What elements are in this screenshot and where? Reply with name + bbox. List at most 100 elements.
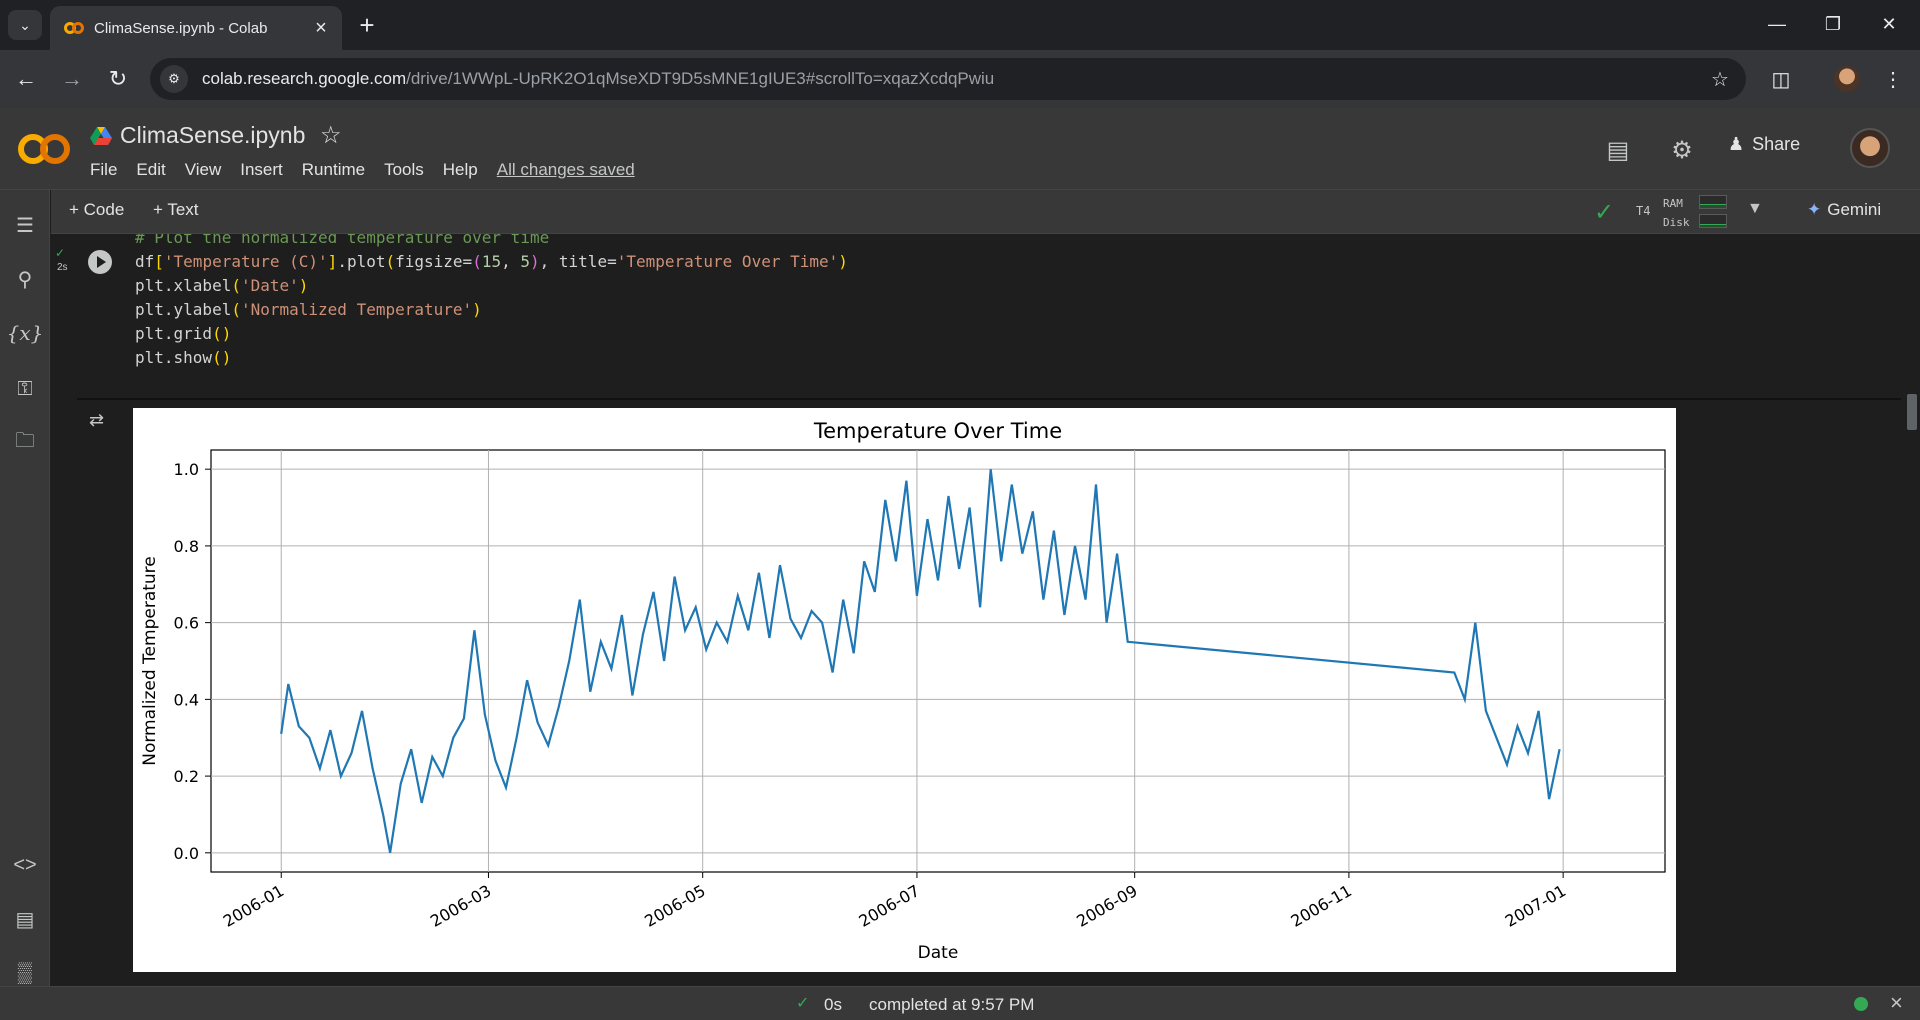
new-tab-plus-icon[interactable]: + xyxy=(359,9,375,40)
reload-icon[interactable]: ↻ xyxy=(108,66,128,91)
browser-toolbar: ← → ↻ ⚙ colab.research.google.com/drive/… xyxy=(0,50,1920,108)
status-bar: ✓ 0s completed at 9:57 PM × xyxy=(0,986,1920,1020)
runtime-status-dot[interactable] xyxy=(1854,997,1868,1011)
share-people-icon: ♟ xyxy=(1728,134,1745,154)
scrollbar-thumb[interactable] xyxy=(1907,394,1917,430)
y-tick-label: 0.4 xyxy=(174,690,199,709)
window-restore-icon[interactable]: ❐ xyxy=(1824,13,1842,34)
chart-axes-frame xyxy=(210,449,1666,873)
chart-title: Temperature Over Time xyxy=(813,419,1062,443)
x-tick-label: 2006-09 xyxy=(1073,881,1140,931)
extensions-puzzle-icon[interactable]: ◫ xyxy=(1771,68,1791,91)
files-folder-icon[interactable]: 🗀 xyxy=(15,430,35,452)
disk-label: Disk xyxy=(1663,216,1690,229)
x-tick-label: 2006-03 xyxy=(427,881,494,931)
chart-grid xyxy=(211,450,1665,872)
add-code-button[interactable]: + Code xyxy=(69,200,125,219)
variables-icon[interactable]: {x} xyxy=(6,321,44,345)
search-icon[interactable]: ⚲ xyxy=(17,268,33,291)
menu-edit[interactable]: Edit xyxy=(136,160,166,179)
menu-tools[interactable]: Tools xyxy=(384,160,424,179)
terminal-icon[interactable]: ▒ xyxy=(17,961,33,984)
forward-arrow-icon[interactable]: → xyxy=(61,66,83,91)
notebook-scrollbar[interactable] xyxy=(1904,234,1920,986)
browser-profile-avatar[interactable] xyxy=(1834,66,1860,92)
run-cell-play-icon[interactable] xyxy=(88,250,112,274)
resource-labels[interactable]: RAM Disk xyxy=(1663,194,1690,232)
cell-executed-check-icon: ✓ xyxy=(55,246,66,260)
runtime-type-label[interactable]: T4 xyxy=(1636,204,1651,218)
cell-code[interactable]: # Plot the normalized temperature over t… xyxy=(135,234,848,370)
code-comment-line: # Plot the normalized temperature over t… xyxy=(135,234,550,247)
settings-gear-icon[interactable]: ⚙ xyxy=(1671,136,1693,164)
line-chart: 0.0 0.2 0.4 0.6 0.8 1.0 2006-01 2006-03 2006-05… xyxy=(140,419,1666,963)
secrets-key-icon[interactable]: ⚿ xyxy=(17,377,33,400)
y-tick-label: 0.8 xyxy=(174,537,199,556)
share-label: Share xyxy=(1752,134,1801,154)
status-completed-text[interactable]: completed at 9:57 PM xyxy=(869,995,1035,1014)
url-text[interactable]: colab.research.google.com/drive/1WWpL-Up… xyxy=(202,69,1704,89)
menu-file[interactable]: File xyxy=(90,160,118,179)
account-avatar[interactable] xyxy=(1850,128,1890,168)
ram-usage-meter[interactable] xyxy=(1699,195,1727,209)
colab-favicon-icon xyxy=(64,21,84,35)
y-ticks: 0.0 0.2 0.4 0.6 0.8 1.0 xyxy=(174,460,211,863)
tab-close-icon[interactable]: × xyxy=(315,16,327,39)
colab-header: ClimaSense.ipynb ☆ File Edit View Insert… xyxy=(0,108,1920,190)
menu-insert[interactable]: Insert xyxy=(240,160,283,179)
gemini-sparkle-icon: ✦ xyxy=(1807,200,1822,219)
site-info-icon[interactable]: ⚙ xyxy=(160,65,188,93)
menu-runtime[interactable]: Runtime xyxy=(301,160,366,179)
disk-usage-meter[interactable] xyxy=(1699,214,1727,228)
back-arrow-icon[interactable]: ← xyxy=(15,66,37,91)
code-snippets-icon[interactable]: <> xyxy=(13,853,37,876)
command-palette-icon[interactable]: ▤ xyxy=(15,908,35,931)
status-elapsed: 0s xyxy=(824,995,842,1014)
x-tick-label: 2006-01 xyxy=(220,881,287,931)
ram-label: RAM xyxy=(1663,197,1683,210)
y-axis-label: Normalized Temperature xyxy=(140,556,160,766)
gemini-button[interactable]: ✦ Gemini xyxy=(1807,200,1881,220)
code-cell-editor[interactable] xyxy=(77,234,1901,398)
tab-search-chevron-icon[interactable]: ⌄ xyxy=(8,10,42,40)
notebook-star-icon[interactable]: ☆ xyxy=(320,122,342,149)
window-minimize-icon[interactable]: — xyxy=(1768,13,1786,34)
code-line-4: plt.grid() xyxy=(135,324,232,343)
cell-exec-time: 2s xyxy=(57,262,68,273)
y-tick-label: 0.0 xyxy=(174,844,199,863)
tab-title: ClimaSense.ipynb - Colab xyxy=(94,19,268,37)
notebook-title[interactable]: ClimaSense.ipynb xyxy=(120,122,306,148)
url-path: /drive/1WWpL-UpRK2O1qMseXDT9D5sMNE1gIUE3… xyxy=(406,69,995,88)
comments-icon[interactable]: ▤ xyxy=(1606,136,1630,164)
browser-menu-kebab-icon[interactable]: ⋮ xyxy=(1883,68,1903,91)
runtime-dropdown-caret-icon[interactable]: ▼ xyxy=(1747,200,1763,217)
cell-divider xyxy=(77,398,1901,400)
x-tick-label: 2006-05 xyxy=(641,881,708,931)
runtime-connected-check-icon[interactable]: ✓ xyxy=(1594,199,1615,226)
status-check-icon: ✓ xyxy=(796,995,810,1012)
browser-tab-active[interactable]: ClimaSense.ipynb - Colab × xyxy=(50,6,342,50)
notebook-toolbar: + Code + Text ✓ T4 RAM Disk ▼ ✦Gemini ⌃ xyxy=(51,190,1920,234)
add-text-button[interactable]: + Text xyxy=(153,200,199,219)
table-of-contents-icon[interactable]: ☰ xyxy=(16,214,34,237)
colab-menubar: File Edit View Insert Runtime Tools Help… xyxy=(90,160,654,180)
plot-output: 0.0 0.2 0.4 0.6 0.8 1.0 2006-01 2006-03 2006-05… xyxy=(133,408,1676,972)
colab-logo-icon[interactable] xyxy=(18,130,72,166)
browser-tabstrip: ⌄ ClimaSense.ipynb - Colab × + — ❐ ✕ xyxy=(0,0,1920,50)
save-status-link[interactable]: All changes saved xyxy=(496,160,635,179)
address-bar[interactable]: ⚙ colab.research.google.com/drive/1WWpL-… xyxy=(150,58,1746,100)
menu-view[interactable]: View xyxy=(184,160,222,179)
gemini-label: Gemini xyxy=(1827,200,1882,219)
google-drive-icon xyxy=(90,127,112,145)
x-tick-label: 2006-11 xyxy=(1288,881,1355,931)
share-button[interactable]: ♟ Share xyxy=(1728,134,1800,155)
x-tick-label: 2006-07 xyxy=(856,881,923,931)
window-close-icon[interactable]: ✕ xyxy=(1881,13,1897,34)
menu-help[interactable]: Help xyxy=(442,160,478,179)
output-actions-icon[interactable]: ⇄ xyxy=(89,410,105,430)
bookmark-star-icon[interactable]: ☆ xyxy=(1711,68,1729,91)
y-tick-label: 0.6 xyxy=(174,614,199,633)
status-close-icon[interactable]: × xyxy=(1890,990,1903,1015)
y-tick-label: 0.2 xyxy=(174,767,199,786)
y-tick-label: 1.0 xyxy=(174,460,199,479)
